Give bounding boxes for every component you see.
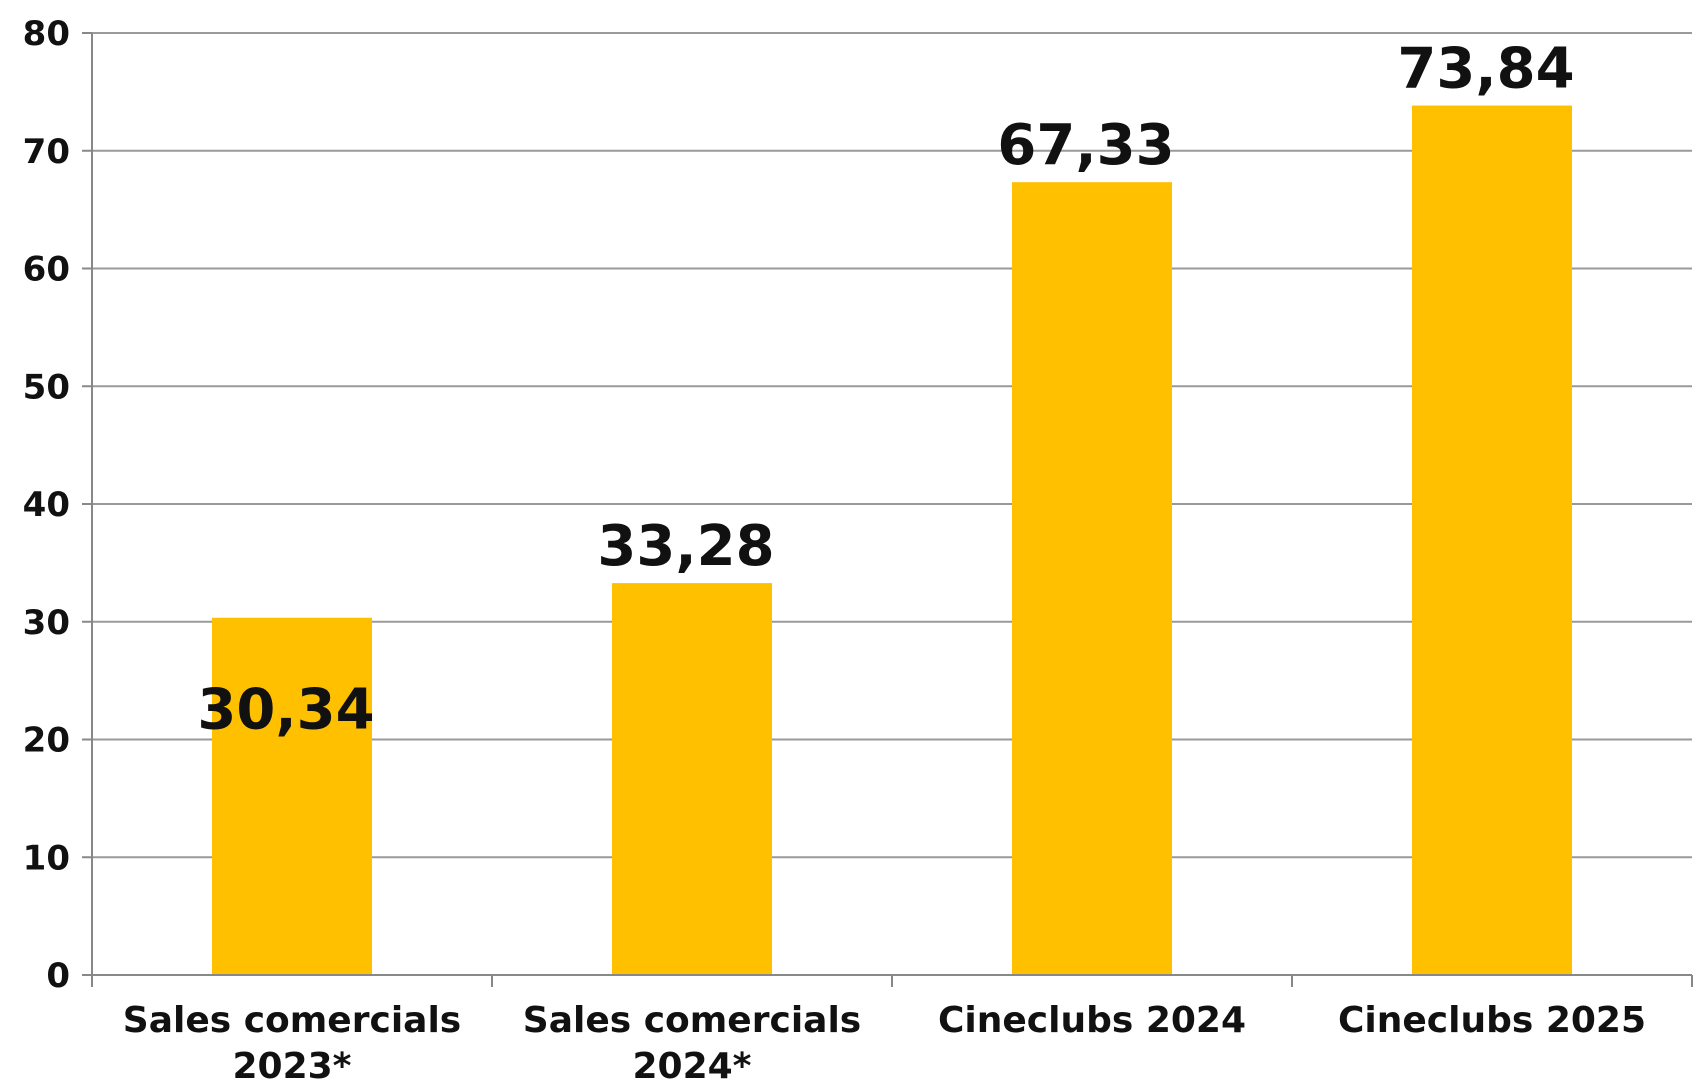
y-tick-label: 60 [23,250,70,290]
x-category-label: 2024* [632,1046,751,1084]
data-label: 67,33 [997,113,1174,178]
y-tick-label: 70 [23,132,70,172]
y-tick-label: 40 [23,485,70,525]
data-label: 33,28 [597,514,774,579]
bar [1412,105,1572,975]
bars [212,105,1572,975]
axes [82,32,1693,987]
bar [612,583,772,975]
y-tick-label: 20 [23,721,70,761]
y-tick-label: 0 [46,956,70,996]
data-label: 30,34 [197,678,374,743]
y-tick-label: 10 [23,838,70,878]
x-category-label: Cineclubs 2025 [1338,1000,1646,1041]
x-category-label: Sales comercials [123,1000,461,1041]
bar [212,617,372,975]
y-tick-label: 50 [23,367,70,407]
labels: 0 10 20 30 40 50 60 70 80 30,34 Sales comercials 20… [23,14,1646,1084]
data-label: 73,84 [1397,37,1574,102]
y-tick-label: 30 [23,603,70,643]
x-category-label: Sales comercials [523,1000,861,1041]
bar [1012,182,1172,975]
x-category-label: 2023* [232,1046,351,1084]
x-category-label: Cineclubs 2024 [938,1000,1246,1041]
y-tick-label: 80 [23,14,70,54]
